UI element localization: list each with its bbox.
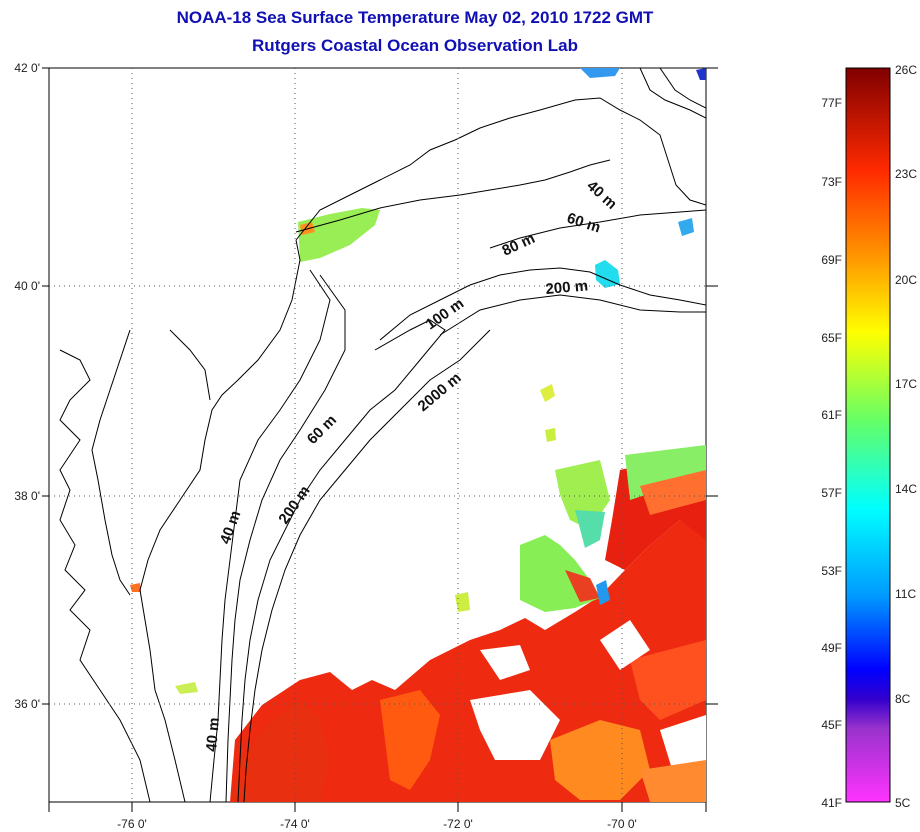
- lat-tick-label: 42 0': [14, 61, 40, 75]
- frame-ticks: [42, 67, 718, 812]
- lon-tick-label: -74 0': [280, 817, 310, 831]
- colorbar-f-label: 41F: [821, 796, 842, 810]
- lon-tick-label: -72 0': [443, 817, 473, 831]
- colorbar-f-label: 61F: [821, 408, 842, 422]
- coastlines-isobaths: [59, 68, 706, 802]
- lat-tick-label: 38 0': [14, 489, 40, 503]
- colorbar-c-label: 14C: [895, 482, 917, 496]
- colorbar-c-label: 17C: [895, 377, 917, 391]
- colorbar-f-label: 73F: [821, 175, 842, 189]
- colorbar-c-label: 23C: [895, 167, 917, 181]
- sst-data: [130, 68, 706, 802]
- colorbar-f-label: 69F: [821, 253, 842, 267]
- colorbar-c-label: 20C: [895, 273, 917, 287]
- colorbar-f-label: 65F: [821, 331, 842, 345]
- colorbar: [845, 67, 891, 803]
- colorbar-c-label: 26C: [895, 63, 917, 77]
- lon-tick-label: -76 0': [117, 817, 147, 831]
- colorbar-f-label: 45F: [821, 718, 842, 732]
- lat-tick-label: 40 0': [14, 279, 40, 293]
- colorbar-f-label: 57F: [821, 486, 842, 500]
- isobath-label: 200 m: [545, 277, 589, 298]
- map-subtitle: Rutgers Coastal Ocean Observation Lab: [252, 36, 578, 55]
- map-title: NOAA-18 Sea Surface Temperature May 02, …: [176, 8, 654, 27]
- colorbar-c-label: 5C: [895, 796, 911, 810]
- colorbar-c-label: 11C: [895, 587, 916, 601]
- lon-tick-label: -70 0': [607, 817, 637, 831]
- lat-tick-label: 36 0': [14, 697, 40, 711]
- colorbar-f-label: 53F: [821, 564, 842, 578]
- isobath-label: 40 m: [203, 717, 223, 753]
- colorbar-f-label: 49F: [821, 641, 842, 655]
- colorbar-f-label: 77F: [821, 96, 842, 110]
- colorbar-c-label: 8C: [895, 692, 911, 706]
